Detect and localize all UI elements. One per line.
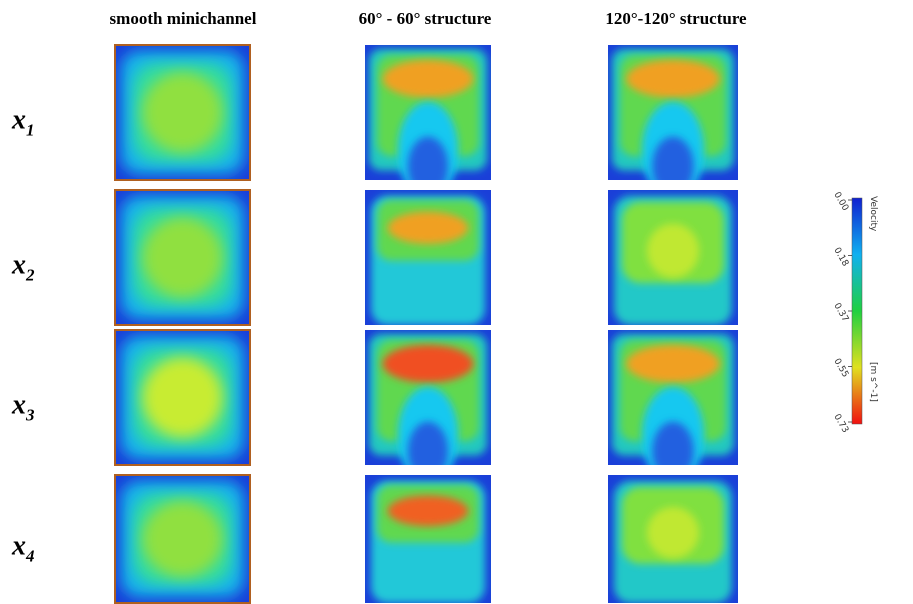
column-header: smooth minichannel (110, 9, 257, 28)
figure: smooth minichannel 60° - 60° structure 1… (0, 0, 913, 604)
row-subscript: 2 (25, 266, 35, 285)
colorbar-unit: [m s^-1] (868, 362, 878, 402)
contour-panels (115, 45, 738, 603)
contour (608, 190, 738, 325)
row-variable: x (11, 530, 26, 561)
arch-core (652, 422, 694, 481)
arch-core (652, 137, 694, 196)
contour-panel (115, 45, 250, 180)
contour-panel (365, 190, 491, 325)
contour-panel (115, 475, 250, 603)
contour-panel (608, 475, 738, 603)
row-subscript: 1 (26, 121, 35, 140)
row-variable: x (11, 390, 26, 421)
arch-core (408, 422, 448, 481)
contour (365, 45, 491, 199)
hot (383, 345, 474, 383)
contour-panel (365, 475, 491, 603)
contour-panel (608, 330, 738, 484)
colorbar-tick-label: 0.73 (831, 413, 850, 435)
row-label: x4 (11, 530, 35, 565)
contour-panel (115, 190, 250, 325)
row-label: x1 (11, 105, 35, 140)
contour-panel (608, 45, 738, 199)
contour (608, 330, 738, 484)
core (142, 217, 223, 298)
core (647, 507, 699, 558)
hot (388, 495, 469, 526)
column-header: 60° - 60° structure (359, 9, 492, 28)
row-subscript: 3 (25, 406, 35, 425)
row-subscript: 4 (25, 546, 35, 565)
contour (115, 330, 250, 465)
row-label: x3 (11, 390, 35, 425)
colorbar-title: Velocity (868, 196, 878, 232)
row-variable: x (11, 250, 26, 281)
contour (608, 45, 738, 199)
contour-panel (365, 45, 491, 199)
contour (115, 45, 250, 180)
contour-panel (365, 330, 491, 484)
contour (115, 190, 250, 325)
contour (115, 475, 250, 603)
hot (383, 60, 474, 98)
arch-core (408, 137, 448, 196)
core (142, 357, 223, 438)
hot (388, 212, 469, 244)
column-header: 120°-120° structure (605, 9, 747, 28)
colorbar-tick-label: 0.00 (831, 191, 850, 214)
colorbar-tick-label: 0.55 (831, 357, 850, 379)
contour-panel (608, 190, 738, 325)
contour-panel (115, 330, 250, 465)
core (647, 224, 699, 278)
colorbar-tick-label: 0.37 (831, 302, 850, 324)
contour (365, 330, 491, 484)
row-label: x2 (11, 250, 35, 285)
contour (365, 475, 491, 603)
hot (626, 345, 720, 383)
core (142, 72, 223, 153)
core (142, 501, 223, 578)
row-variable: x (11, 105, 26, 136)
colorbar (852, 198, 862, 424)
contour (365, 190, 491, 325)
colorbar-tick-label: 0.18 (831, 246, 850, 269)
contour (608, 475, 738, 603)
hot (626, 60, 720, 98)
